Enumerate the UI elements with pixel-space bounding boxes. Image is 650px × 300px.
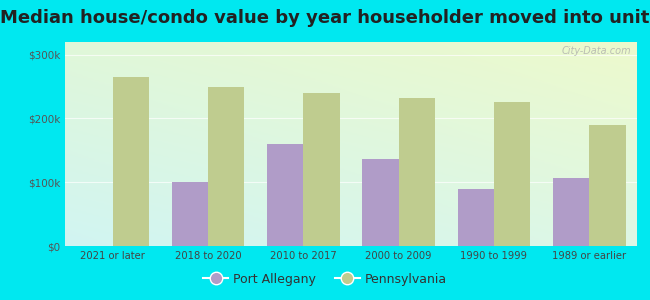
Text: Median house/condo value by year householder moved into unit: Median house/condo value by year househo… [0,9,650,27]
Bar [208,87,244,246]
Text: City-Data.com: City-Data.com [562,46,631,56]
Legend: Port Allegany, Pennsylvania: Port Allegany, Pennsylvania [198,268,452,291]
Bar [458,189,494,246]
Bar [363,159,398,246]
Bar [304,93,339,246]
Bar [590,125,625,246]
Bar [267,144,304,246]
Bar [112,77,149,246]
Bar [172,182,208,246]
Bar [494,102,530,246]
Bar [553,178,590,246]
Bar [398,98,435,246]
